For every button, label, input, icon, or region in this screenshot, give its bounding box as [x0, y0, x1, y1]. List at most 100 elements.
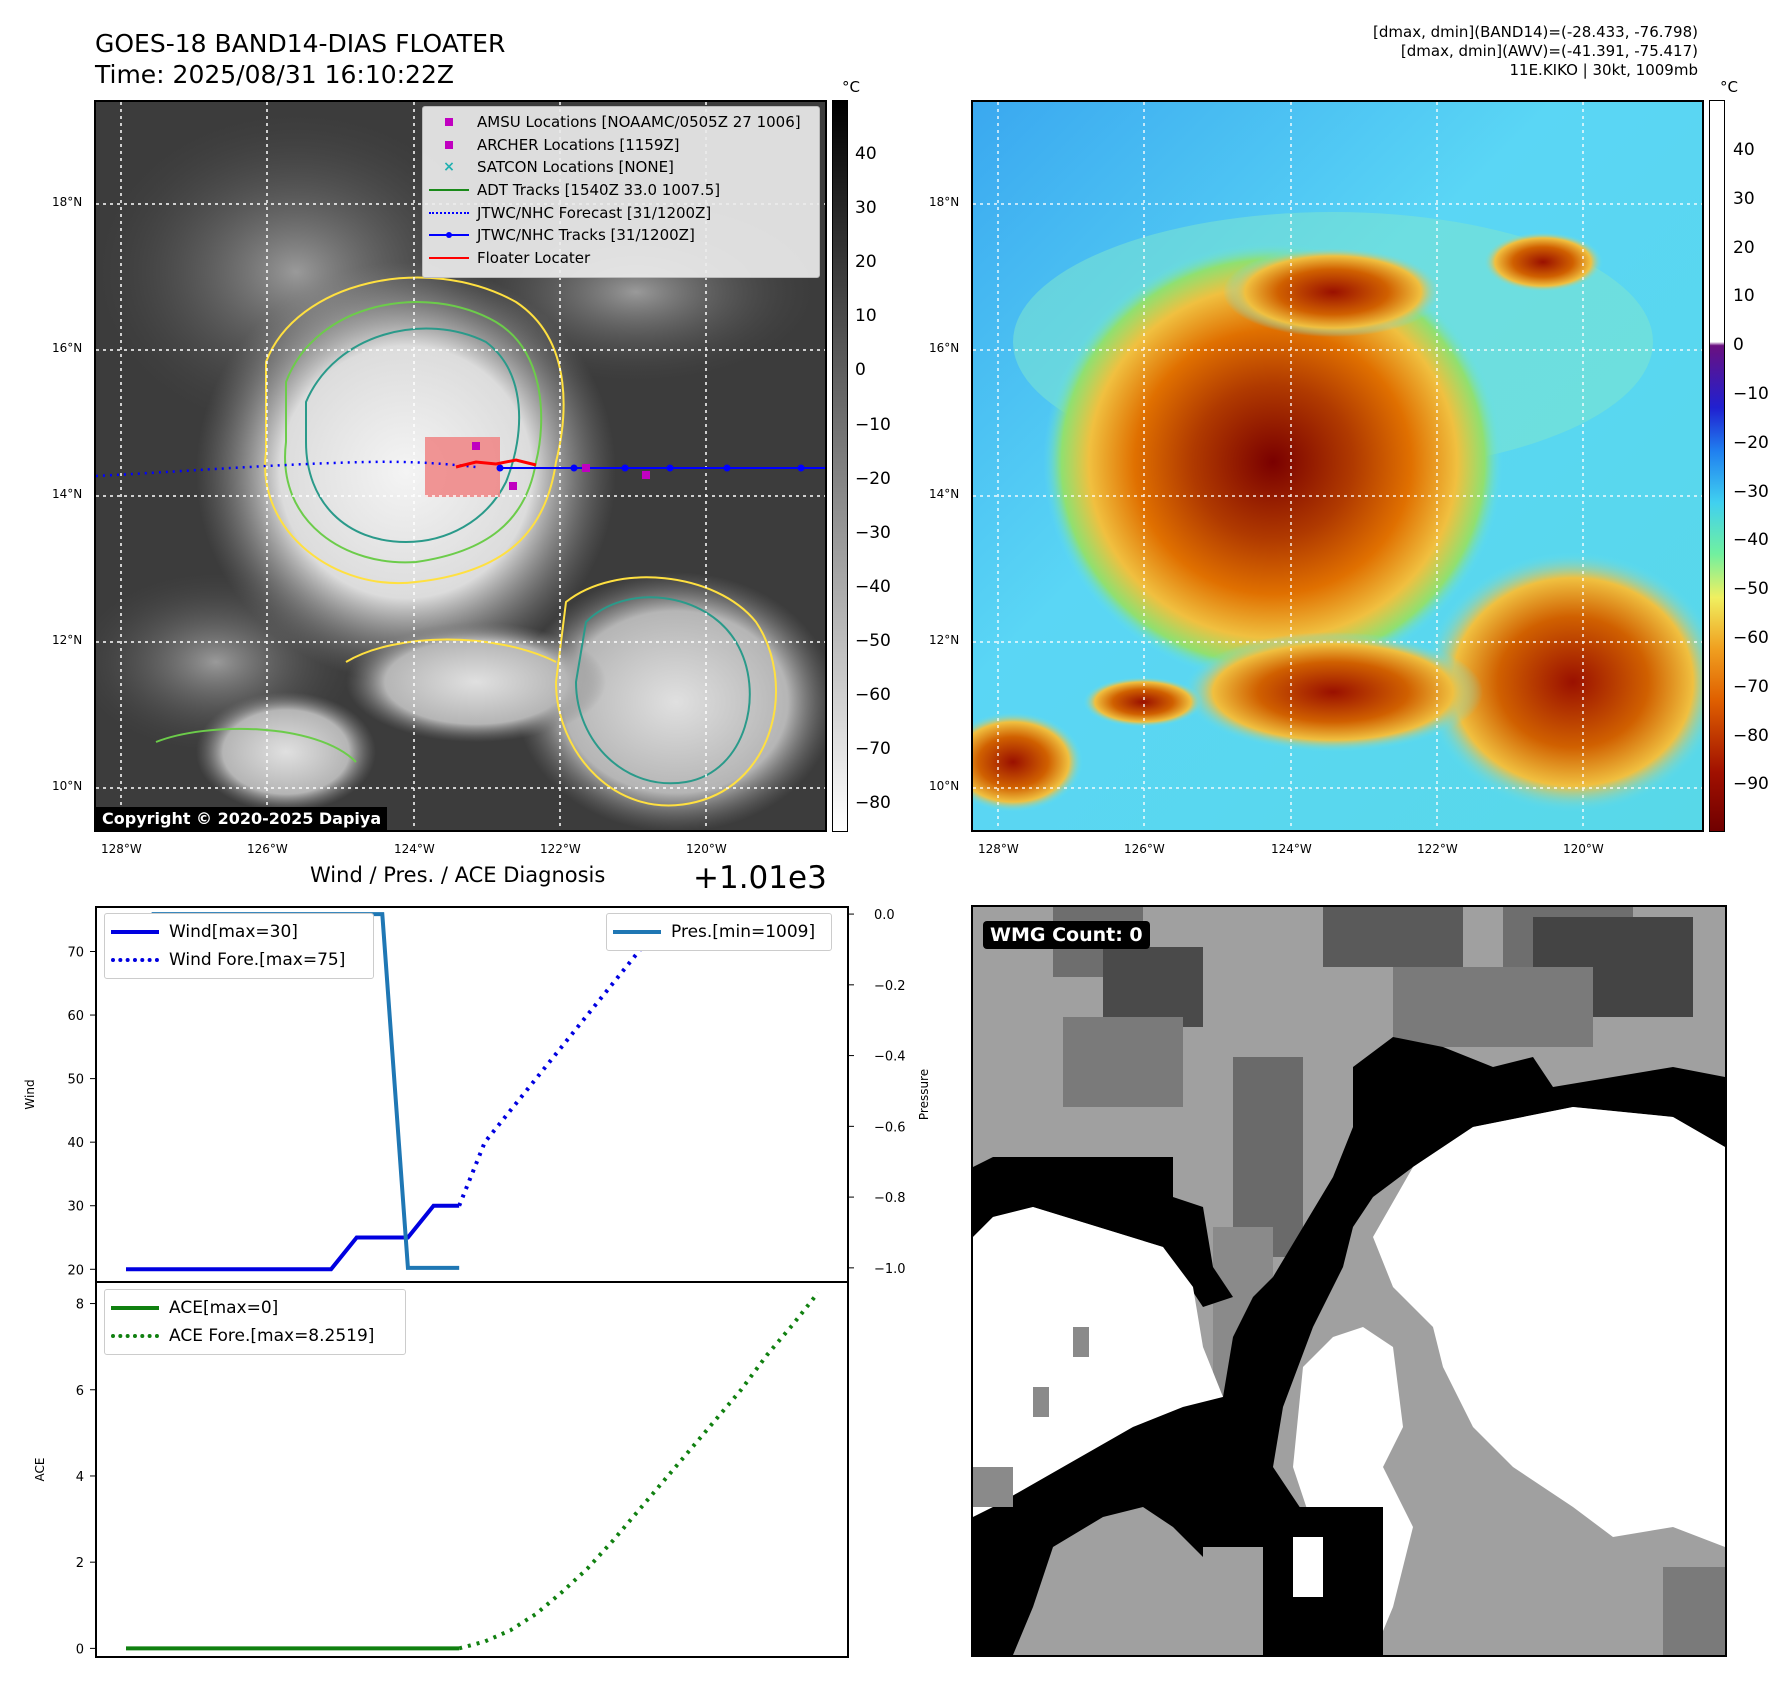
ace-ytick-label: 6: [76, 1384, 84, 1399]
ace-ytick-label: 8: [76, 1298, 84, 1313]
pressure-ylabel: Pressure: [917, 1069, 931, 1120]
lat-label: 12°N: [929, 633, 960, 647]
wind-legend: Wind[max=30] Wind Fore.[max=75]: [104, 913, 374, 979]
pressure-ytick-label: −0.8: [874, 1191, 906, 1206]
info-line-3: 11E.KIKO | 30kt, 1009mb: [1509, 61, 1698, 79]
ir-colorbar-tick: −60: [855, 685, 891, 705]
ir-colorbar-tick: 30: [855, 198, 877, 219]
lat-label: 18°N: [52, 195, 83, 209]
title-line-2: Time: 2025/08/31 16:10:22Z: [95, 60, 454, 89]
ace-axes-frame: [95, 1281, 849, 1658]
pressure-legend: Pres.[min=1009]: [606, 913, 832, 951]
enhanced-colorbar-tick: −30: [1733, 481, 1769, 502]
lon-label: 120°W: [1563, 842, 1604, 856]
lon-label: 122°W: [1417, 842, 1458, 856]
enhanced-colorbar-tick: 30: [1733, 188, 1755, 209]
enhanced-colorbar-tick: −50: [1733, 579, 1769, 600]
ir-colorbar-tick: −50: [855, 630, 891, 651]
wind-ytick-label: 50: [67, 1073, 84, 1088]
ir-satellite-panel: AMSU Locations [NOAAMC/0505Z 27 1006] AR…: [94, 100, 827, 832]
wind-ytick-label: 60: [67, 1009, 84, 1024]
ir-colorbar-tick: −10: [855, 414, 891, 435]
lat-label: 18°N: [929, 195, 960, 209]
lat-label: 16°N: [52, 341, 83, 355]
wind-ytick-label: 30: [67, 1200, 84, 1215]
ir-colorbar: [832, 100, 848, 832]
ir-colorbar-tick: −20: [855, 468, 891, 489]
ir-colorbar-tick: 20: [855, 252, 877, 273]
enhanced-colorbar-tick: −90: [1733, 774, 1769, 795]
info-line-2: [dmax, dmin](AWV)=(-41.391, -75.417): [1400, 42, 1698, 60]
enhanced-colorbar-tick: 40: [1733, 140, 1755, 160]
enhanced-ir-image: [973, 102, 1702, 830]
legend-entry-ace: ACE[max=0]: [111, 1294, 399, 1322]
enhanced-colorbar-unit: °C: [1720, 78, 1738, 96]
ir-colorbar-unit: °C: [842, 78, 860, 96]
pressure-ytick-label: 0.0: [874, 908, 895, 923]
legend-entry-satcon: × SATCON Locations [NONE]: [443, 158, 674, 177]
wmg-image: [973, 907, 1725, 1655]
series-line-wind-forecast: [457, 917, 818, 1207]
ir-colorbar-tick: −80: [855, 793, 891, 814]
lon-label: 128°W: [101, 842, 142, 856]
enhanced-colorbar-tick: −40: [1733, 530, 1769, 551]
enhanced-colorbar-tick: −80: [1733, 725, 1769, 746]
wmg-count-badge: WMG Count: 0: [983, 921, 1150, 949]
wmg-panel: WMG Count: 0: [971, 905, 1727, 1657]
copyright-label: Copyright © 2020-2025 Dapiya: [96, 807, 388, 830]
lon-label: 120°W: [686, 842, 727, 856]
ir-colorbar-tick: −40: [855, 576, 891, 597]
legend-entry-floater: Floater Locater: [429, 247, 813, 270]
ace-ytick-label: 4: [76, 1470, 84, 1485]
ir-legend: AMSU Locations [NOAAMC/0505Z 27 1006] AR…: [422, 106, 820, 278]
legend-entry-tracks: JTWC/NHC Tracks [31/1200Z]: [429, 224, 813, 247]
pressure-ytick-label: −0.6: [874, 1120, 906, 1135]
enhanced-colorbar-tick: 20: [1733, 237, 1755, 258]
info-line-1: [dmax, dmin](BAND14)=(-28.433, -76.798): [1373, 23, 1698, 41]
legend-entry-amsu: AMSU Locations [NOAAMC/0505Z 27 1006]: [429, 111, 813, 134]
lon-label: 124°W: [394, 842, 435, 856]
enhanced-ir-panel: [971, 100, 1704, 832]
legend-entry-archer: ARCHER Locations [1159Z]: [429, 134, 813, 157]
ace-ytick-label: 2: [76, 1556, 84, 1571]
ace-ylabel: ACE: [33, 1458, 47, 1482]
wind-ytick-label: 20: [67, 1263, 84, 1278]
legend-entry-forecast: JTWC/NHC Forecast [31/1200Z]: [429, 201, 813, 224]
series-line-wind: [126, 1203, 460, 1272]
ace-ytick-label: 0: [76, 1642, 84, 1657]
legend-entry-wind-forecast: Wind Fore.[max=75]: [111, 946, 367, 974]
lat-label: 10°N: [929, 779, 960, 793]
pressure-offset-text: +1.01e3: [693, 860, 827, 896]
ir-colorbar-tick: 10: [855, 306, 877, 327]
enhanced-colorbar-tick: −20: [1733, 432, 1769, 453]
pressure-ytick-label: −0.4: [874, 1050, 906, 1065]
pressure-ytick-label: −1.0: [874, 1262, 906, 1277]
lat-label: 14°N: [52, 487, 83, 501]
lon-label: 126°W: [1124, 842, 1165, 856]
enhanced-colorbar: [1709, 100, 1725, 832]
enhanced-colorbar-tick: 10: [1733, 286, 1755, 307]
legend-entry-adt: ADT Tracks [1540Z 33.0 1007.5]: [429, 179, 813, 202]
storm-info: [dmax, dmin](BAND14)=(-28.433, -76.798) …: [1373, 23, 1698, 80]
wind-ylabel: Wind: [23, 1079, 37, 1109]
lat-label: 16°N: [929, 341, 960, 355]
lon-label: 126°W: [247, 842, 288, 856]
enhanced-colorbar-tick: −10: [1733, 384, 1769, 404]
legend-entry-pressure: Pres.[min=1009]: [613, 918, 825, 946]
enhanced-colorbar-tick: −60: [1733, 628, 1769, 648]
lat-label: 12°N: [52, 633, 83, 647]
ir-colorbar-tick: 40: [855, 144, 877, 164]
legend-entry-wind: Wind[max=30]: [111, 918, 367, 946]
wind-ytick-label: 40: [67, 1136, 84, 1151]
ace-legend: ACE[max=0] ACE Fore.[max=8.2519]: [104, 1289, 406, 1355]
enhanced-colorbar-tick: 0: [1733, 335, 1744, 356]
legend-entry-ace-forecast: ACE Fore.[max=8.2519]: [111, 1322, 399, 1350]
pressure-ytick-label: −0.2: [874, 979, 906, 994]
title-line-1: GOES-18 BAND14-DIAS FLOATER: [95, 29, 506, 58]
diagnosis-title: Wind / Pres. / ACE Diagnosis: [310, 863, 606, 887]
figure-title: GOES-18 BAND14-DIAS FLOATER Time: 2025/0…: [95, 28, 505, 90]
wind-ytick-label: 70: [67, 945, 84, 960]
lon-label: 128°W: [978, 842, 1019, 856]
lat-label: 10°N: [52, 779, 83, 793]
